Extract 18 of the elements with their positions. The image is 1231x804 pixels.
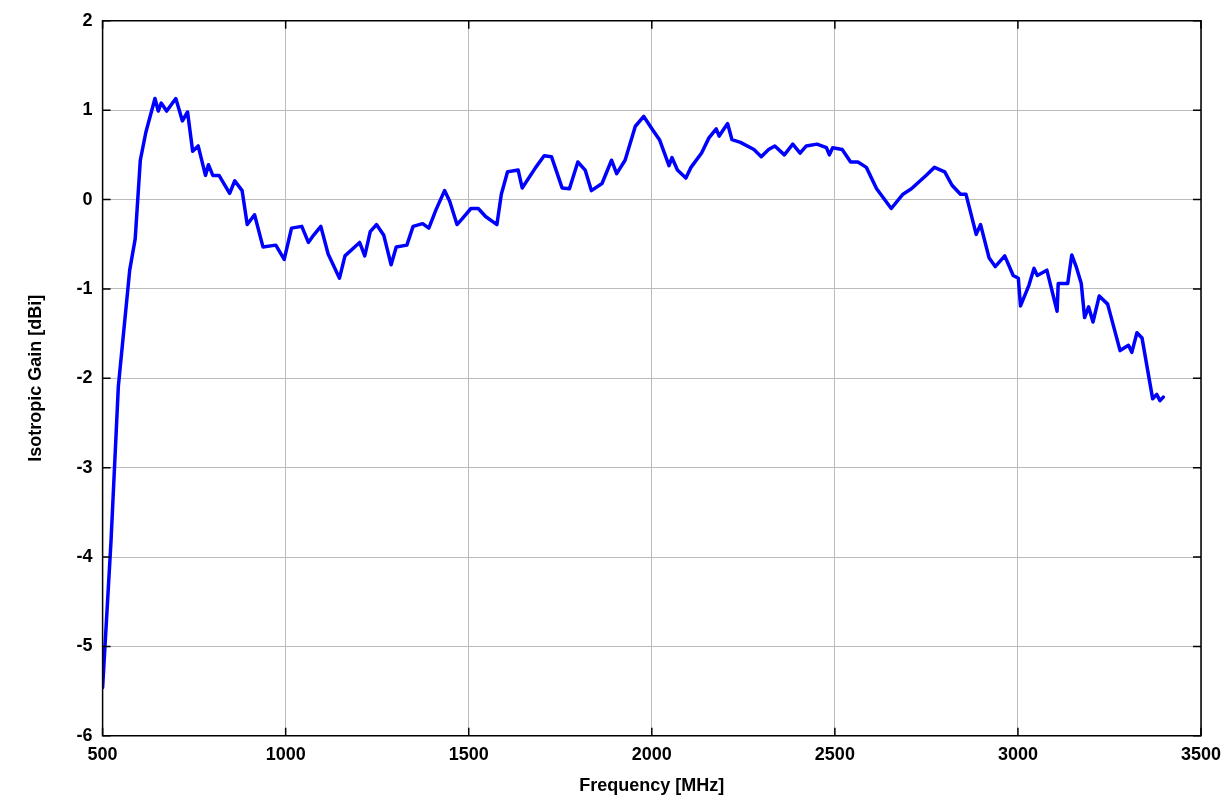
y-tick-label: -1 bbox=[76, 277, 93, 298]
x-tick-label: 500 bbox=[87, 743, 118, 764]
y-tick-label: -3 bbox=[76, 456, 93, 477]
y-tick-label: -4 bbox=[76, 546, 93, 567]
y-tick-label: -5 bbox=[76, 635, 93, 656]
x-tick-label: 1000 bbox=[265, 743, 306, 764]
x-tick-label: 2500 bbox=[814, 743, 855, 764]
y-tick-label: -6 bbox=[76, 724, 93, 745]
x-tick-label: 1500 bbox=[448, 743, 489, 764]
x-tick-label: 2000 bbox=[631, 743, 672, 764]
y-tick-label: 1 bbox=[82, 99, 93, 120]
x-tick-label: 3000 bbox=[997, 743, 1038, 764]
x-tick-label: 3500 bbox=[1180, 743, 1222, 764]
y-axis-title: Isotropic Gain [dBi] bbox=[24, 294, 45, 462]
y-tick-label: 2 bbox=[82, 9, 93, 30]
y-tick-label: -2 bbox=[76, 367, 93, 388]
x-axis-title: Frequency [MHz] bbox=[579, 775, 725, 796]
y-tick-label: 0 bbox=[82, 188, 93, 209]
